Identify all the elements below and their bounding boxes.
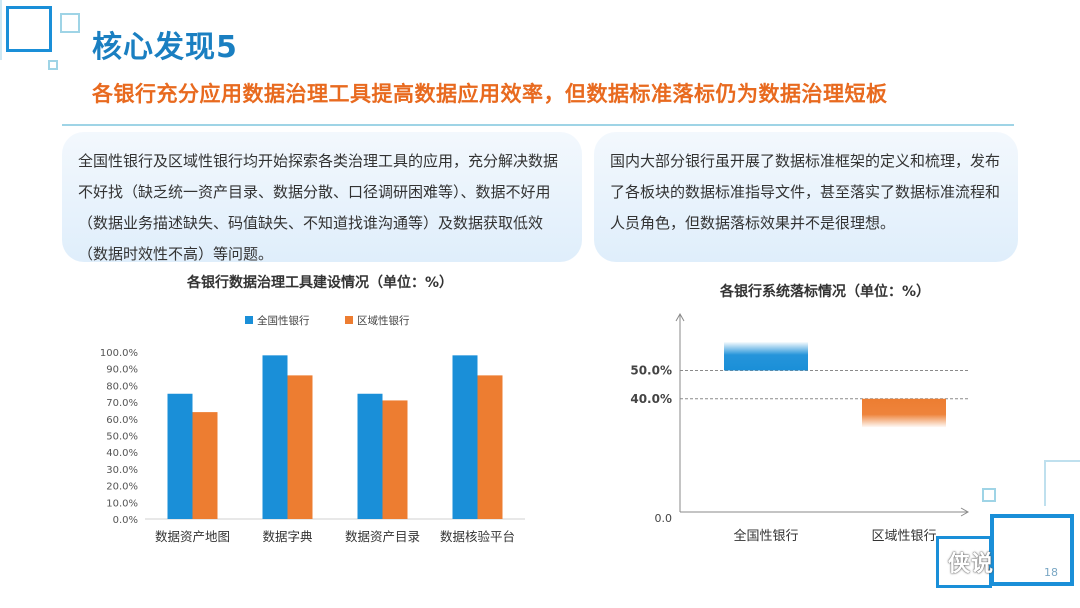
chart2-origin-label: 0.0 [655,512,673,525]
chart1-category-label: 数据字典 [262,529,312,544]
finding-card-left: 全国性银行及区域性银行均开始探索各类治理工具的应用，充分解决数据不好找（缺乏统一… [62,132,582,263]
chart1-bar [167,393,193,519]
chart2-reference-label: 50.0% [630,363,672,377]
chart1-bar [357,393,383,519]
chart1-ytick-label: 50.0% [106,432,138,443]
chart1-ytick-label: 20.0% [106,482,138,493]
chart2-x-axis-arrow [960,507,970,517]
chart1-ytick-label: 30.0% [106,465,138,476]
chart2-bar [724,342,808,371]
finding-card-left-text: 全国性银行及区域性银行均开始探索各类治理工具的应用，充分解决数据不好找（缺乏统一… [78,152,559,263]
chart1-legend-swatch [345,316,353,324]
chart1-bar [192,412,218,519]
chart1-ytick-label: 40.0% [106,448,138,459]
chart2-bar [862,398,946,428]
chart1-legend-label: 区域性银行 [357,314,410,327]
page-number: 18 [1044,566,1058,579]
chart1-ytick-label: 10.0% [106,498,138,509]
chart1-legend-label: 全国性银行 [257,314,310,327]
chart2-y-axis-arrow [675,312,685,322]
chart1-bar [287,375,313,519]
chart2-reference-label: 40.0% [630,392,672,406]
chart1-bar [477,375,503,519]
chart1-bar [262,355,288,519]
chart1-ytick-label: 90.0% [106,365,138,376]
chart1-ytick-label: 70.0% [106,398,138,409]
chart1-bar [382,400,408,519]
chart1-category-label: 数据核验平台 [440,529,515,544]
chart1-ytick-label: 60.0% [106,415,138,426]
chart1-ytick-label: 100.0% [100,348,138,359]
page-title: 核心发现5 [92,30,238,65]
page-subtitle: 各银行充分应用数据治理工具提高数据应用效率，但数据标准落标仍为数据治理短板 [92,82,888,106]
finding-card-right: 国内大部分银行虽开展了数据标准框架的定义和梳理，发布了各板块的数据标准指导文件，… [594,132,1018,262]
finding-card-right-text: 国内大部分银行虽开展了数据标准框架的定义和梳理，发布了各板块的数据标准指导文件，… [610,152,1001,232]
chart1-bar [452,355,478,519]
chart2-title: 各银行系统落标情况（单位：%） [719,284,931,300]
chart2-category-label: 全国性银行 [733,528,798,544]
chart1-category-label: 数据资产目录 [345,529,420,544]
chart1-ytick-label: 80.0% [106,381,138,392]
chart1-ytick-label: 0.0% [113,515,138,526]
chart1-legend-swatch [245,316,253,324]
chart2-category-label: 区域性银行 [871,529,936,544]
watermark: 侠说 [948,552,995,577]
title-divider [62,124,1014,126]
chart1-title: 各银行数据治理工具建设情况（单位：%） [186,275,454,291]
chart1-category-label: 数据资产地图 [155,529,230,544]
